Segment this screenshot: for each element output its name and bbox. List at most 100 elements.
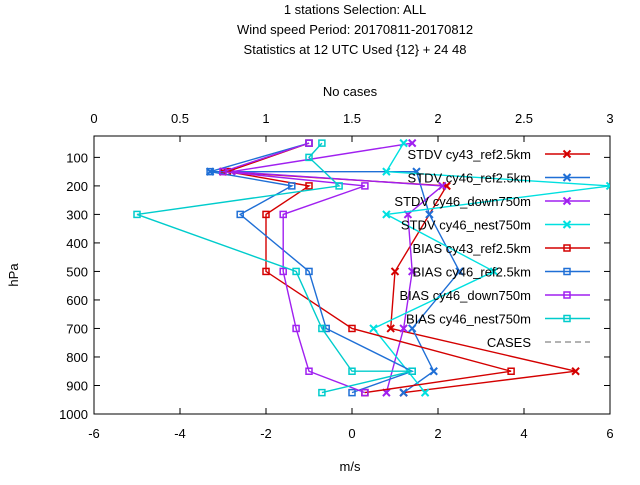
x-axis-ticks: -6 -4 -2 0 2 4 6 [88, 408, 614, 441]
x-tick-label: -4 [174, 426, 186, 441]
series-point [305, 153, 313, 162]
top-axis-label: No cases [323, 84, 378, 99]
series-point-b [429, 367, 438, 376]
series-point [292, 267, 300, 276]
series-point [420, 388, 430, 397]
y-tick-label: 1000 [59, 407, 88, 422]
x-tick-label: 2 [434, 426, 441, 441]
x-axis-label: m/s [340, 459, 361, 474]
series-point [605, 181, 610, 191]
legend-label: STDV cy43_ref2.5km [407, 147, 531, 162]
legend-swatch-marker-b [562, 220, 572, 229]
series-point [305, 139, 313, 147]
legend-entry: BIAS cy46_nest750m [406, 312, 590, 327]
top-axis-ticks: 0 0.5 1 1.5 2 2.5 3 [90, 111, 614, 142]
series-point-b [420, 388, 430, 397]
series-6 [206, 139, 416, 397]
chart-title-line-1: 1 stations Selection: ALL [284, 2, 426, 17]
series-point [386, 324, 395, 333]
series-3 [227, 138, 447, 397]
series-point [361, 182, 369, 190]
series-point-b [386, 324, 395, 333]
series-point [305, 367, 313, 375]
legend-label: BIAS cy46_down750m [399, 288, 531, 303]
series-point [318, 139, 326, 147]
series-point-b [403, 210, 413, 219]
legend-label: BIAS cy46_ref2.5km [413, 265, 532, 280]
series-point [382, 210, 391, 219]
legend-swatch-marker [563, 267, 571, 276]
y-axis-label: hPa [6, 263, 21, 287]
series-point [571, 367, 580, 376]
series-point-b [382, 167, 391, 176]
series-point-b [399, 324, 408, 333]
top-tick-label: 1 [262, 111, 269, 126]
series-point [133, 210, 141, 219]
series-point [305, 182, 313, 190]
series-point [455, 267, 464, 276]
y-tick-label: 900 [66, 378, 88, 393]
y-tick-label: 700 [66, 321, 88, 336]
legend-entry: STDV cy43_ref2.5km [407, 147, 590, 162]
legend-entry: STDV cy46_down750m [394, 194, 590, 209]
legend-label: STDV cy46_nest750m [401, 218, 531, 233]
top-tick-label: 1.5 [343, 111, 361, 126]
y-tick-label: 200 [66, 179, 88, 194]
series-point [279, 267, 287, 276]
top-tick-label: 3 [606, 111, 613, 126]
series-point-b [489, 267, 499, 276]
legend-entry: STDV cy46_nest750m [401, 218, 590, 233]
series-point-b [407, 267, 417, 276]
series-point [489, 267, 499, 276]
series-point-b [382, 210, 391, 219]
series-point-b [369, 324, 378, 333]
legend-swatch-marker [562, 149, 572, 159]
y-axis-ticks: 100 200 300 400 500 600 700 800 900 1000 [59, 150, 610, 422]
y-tick-label: 800 [66, 350, 88, 365]
y-tick-label: 100 [66, 150, 88, 165]
chart-title-line-2: Wind speed Period: 20170811-20170812 [237, 22, 473, 37]
chart-title-line-3: Statistics at 12 UTC Used {12} + 24 48 [244, 42, 467, 57]
series-8 [133, 139, 416, 397]
series-point [219, 167, 227, 176]
series-point [292, 324, 300, 333]
legend-swatch-marker [562, 196, 572, 206]
legend-entry: BIAS cy46_ref2.5km [413, 265, 590, 280]
legend-swatch-marker [563, 291, 571, 299]
legend-swatch-marker-b [562, 149, 572, 159]
y-tick-label: 400 [66, 236, 88, 251]
series-point [399, 388, 408, 397]
series-point [322, 324, 330, 333]
legend: STDV cy43_ref2.5km STDV cy46_ref2.5km STDV… [394, 147, 590, 350]
series-point [318, 324, 326, 333]
legend-entry: BIAS cy46_down750m [399, 288, 590, 303]
top-tick-label: 2.5 [515, 111, 533, 126]
series-4 [369, 138, 610, 397]
series-point [335, 182, 343, 190]
series-point-a [605, 181, 610, 188]
x-tick-label: 0 [348, 426, 355, 441]
legend-swatch-marker-b [562, 196, 572, 206]
series-point [361, 388, 369, 397]
series-point [407, 267, 417, 276]
legend-swatch-marker [562, 173, 572, 182]
y-tick-label: 300 [66, 207, 88, 222]
series-group [133, 138, 610, 397]
plot-border [93, 135, 611, 415]
series-point [382, 167, 391, 176]
series-point [348, 367, 356, 375]
series-point-b [605, 184, 610, 191]
legend-label: BIAS cy43_ref2.5km [413, 241, 532, 256]
series-line [136, 142, 413, 394]
y-tick-label: 500 [66, 264, 88, 279]
top-tick-label: 2 [434, 111, 441, 126]
series-point [279, 210, 287, 219]
legend-swatch-marker-b [562, 173, 572, 182]
series-line [222, 142, 366, 394]
series-point [390, 267, 400, 276]
series-point-b [455, 267, 464, 276]
series-point-b [399, 138, 408, 148]
series-point [262, 210, 270, 219]
series-point-b [390, 267, 400, 276]
series-point [507, 367, 515, 375]
